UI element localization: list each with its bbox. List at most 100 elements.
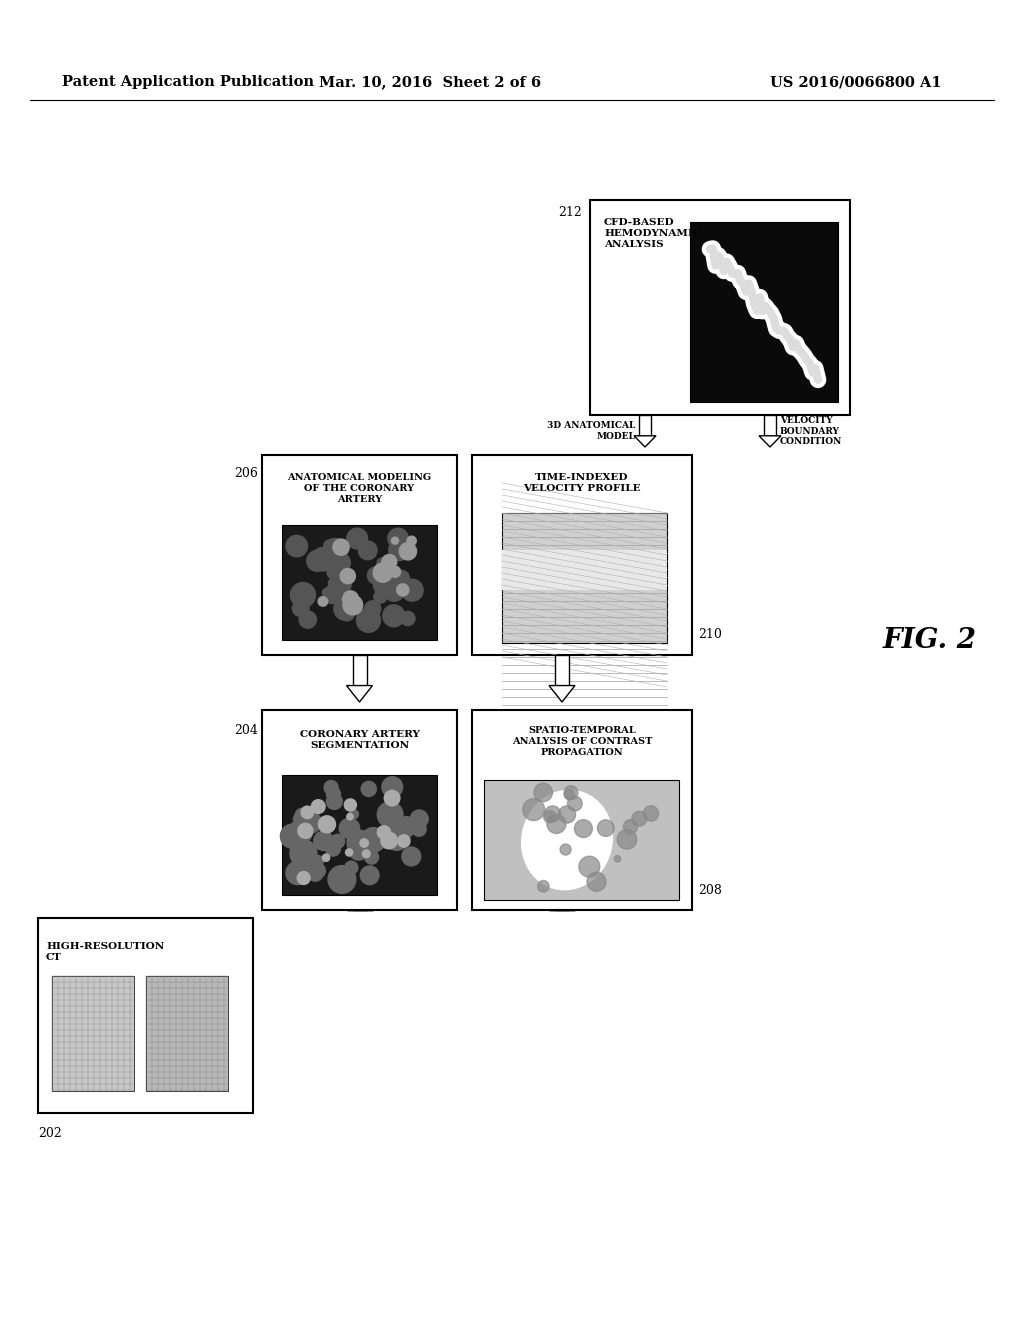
Bar [502,550,667,590]
Circle shape [386,610,394,619]
Circle shape [643,805,658,821]
Circle shape [377,801,402,828]
Circle shape [327,787,341,801]
Circle shape [397,834,410,847]
Circle shape [407,536,417,545]
Circle shape [327,566,340,579]
Polygon shape [549,685,575,702]
Circle shape [340,569,355,583]
Circle shape [333,553,350,572]
Bar [590,201,850,414]
Circle shape [558,807,575,824]
Circle shape [383,605,404,627]
Circle shape [318,597,328,606]
Circle shape [356,609,381,632]
Text: 206: 206 [234,467,258,480]
Circle shape [349,840,369,861]
Circle shape [389,566,400,577]
Circle shape [368,566,385,583]
Circle shape [293,601,309,616]
Text: 3D ANATOMICAL
MODEL: 3D ANATOMICAL MODEL [547,421,635,441]
Text: 204: 204 [234,723,258,737]
Circle shape [365,601,381,616]
Circle shape [597,820,614,837]
Bar [484,780,679,900]
Bar [472,455,692,655]
Circle shape [361,828,386,851]
Circle shape [383,829,395,841]
Circle shape [410,582,421,594]
Circle shape [399,543,417,560]
Circle shape [545,807,560,822]
Circle shape [294,813,304,824]
Circle shape [307,866,323,882]
Circle shape [291,582,315,607]
Text: CFD-BASED
HEMODYNAMIC
ANALYSIS: CFD-BASED HEMODYNAMIC ANALYSIS [604,218,701,249]
Circle shape [324,540,334,550]
Circle shape [340,606,354,620]
Circle shape [297,871,310,884]
Text: ANATOMICAL MODELING
OF THE CORONARY
ARTERY: ANATOMICAL MODELING OF THE CORONARY ARTE… [288,473,431,504]
Circle shape [564,785,578,800]
Text: US 2016/0066800 A1: US 2016/0066800 A1 [770,75,942,88]
Circle shape [311,548,335,572]
Circle shape [632,812,647,826]
Circle shape [400,611,415,626]
Circle shape [381,840,390,847]
Circle shape [384,581,404,601]
Bar [262,710,457,909]
Polygon shape [346,685,373,702]
Circle shape [522,799,545,821]
Text: SPATIO-TEMPORAL
ANALYSIS OF CONTRAST
PROPAGATION: SPATIO-TEMPORAL ANALYSIS OF CONTRAST PRO… [512,726,652,758]
Circle shape [344,799,356,810]
Circle shape [574,820,592,838]
Circle shape [286,862,309,884]
Circle shape [311,800,325,813]
Ellipse shape [521,791,612,890]
Bar [502,513,667,643]
Bar [38,917,253,1113]
Text: 210: 210 [698,628,722,642]
Text: 212: 212 [558,206,582,219]
Text: 208: 208 [698,883,722,896]
Circle shape [299,611,316,628]
Bar [262,455,457,655]
Circle shape [358,541,377,560]
Circle shape [329,577,341,590]
Circle shape [392,570,410,587]
Circle shape [342,591,358,607]
Circle shape [365,850,379,865]
Circle shape [345,849,352,857]
Circle shape [301,807,313,818]
Circle shape [281,824,304,849]
Circle shape [286,536,307,557]
Circle shape [401,847,421,866]
Circle shape [401,579,423,601]
Bar [282,525,437,640]
Circle shape [334,598,356,620]
Circle shape [299,862,309,873]
Circle shape [384,824,410,850]
Polygon shape [759,436,781,447]
Circle shape [323,854,330,862]
Circle shape [333,539,349,556]
Circle shape [382,554,396,569]
Circle shape [313,832,333,850]
Circle shape [323,539,347,562]
Text: CORONARY ARTERY
SEGMENTATION: CORONARY ARTERY SEGMENTATION [300,730,420,750]
Circle shape [347,528,368,549]
Circle shape [411,810,428,828]
Bar [282,775,437,895]
Circle shape [353,846,365,858]
Circle shape [360,838,369,847]
Circle shape [327,793,342,809]
Text: FIG. 2: FIG. 2 [883,627,977,653]
Circle shape [324,586,341,603]
Circle shape [361,781,376,796]
Circle shape [544,810,556,822]
Circle shape [391,537,398,544]
Circle shape [362,850,370,858]
Circle shape [302,863,311,873]
Circle shape [347,830,372,855]
Circle shape [388,528,409,549]
